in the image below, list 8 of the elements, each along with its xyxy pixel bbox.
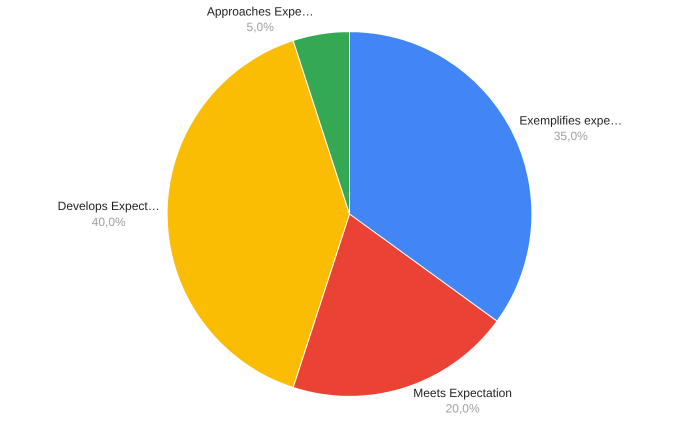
slice-label: Meets Expectation [413,386,512,400]
data-label: 40,0% [92,214,126,229]
slice-label: Approaches Expe… [206,4,314,19]
slice-label: Exemplifies expe… [519,113,622,128]
data-label: 35,0% [554,128,588,143]
data-label: 20,0% [446,402,480,416]
slice-label: Develops Expect… [58,199,160,214]
data-label: 5,0% [246,20,274,34]
